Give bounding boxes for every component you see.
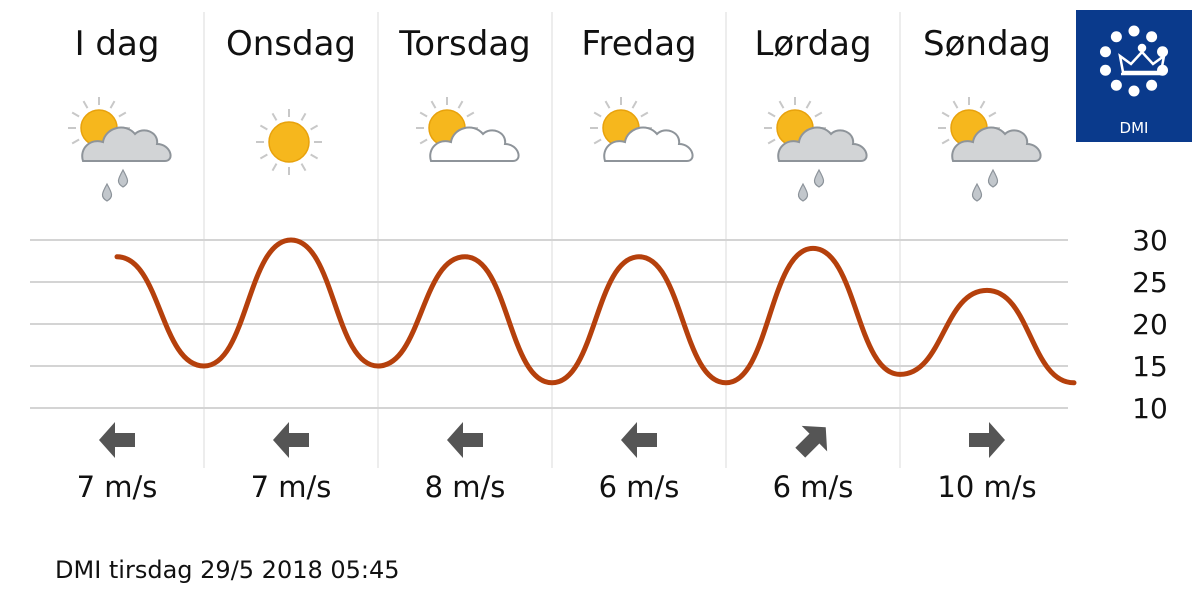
day-label: Søndag bbox=[923, 24, 1051, 64]
wind-speed-label: 7 m/s bbox=[77, 470, 158, 504]
logo-dot bbox=[1099, 64, 1111, 76]
wind-arrow-west-icon bbox=[99, 422, 135, 458]
day-label: Onsdag bbox=[226, 24, 356, 64]
day-label: Fredag bbox=[581, 24, 696, 64]
sun-weather-icon bbox=[256, 109, 322, 175]
wind-speed-label: 6 m/s bbox=[599, 470, 680, 504]
sun-cloud-weather-icon bbox=[416, 97, 520, 162]
y-tick-label: 10 bbox=[1132, 392, 1168, 425]
y-tick-label: 15 bbox=[1132, 350, 1168, 383]
wind-arrow-west-icon bbox=[447, 422, 483, 458]
wind-speed-label: 7 m/s bbox=[251, 470, 332, 504]
wind-speed-label: 6 m/s bbox=[773, 470, 854, 504]
logo-dot bbox=[1146, 79, 1158, 91]
logo-dot bbox=[1110, 31, 1122, 43]
wind-speed-label: 10 m/s bbox=[937, 470, 1036, 504]
logo-dot bbox=[1146, 31, 1158, 43]
sun-cloud-rain-weather-icon bbox=[764, 97, 868, 202]
wind-arrow-west-icon bbox=[621, 422, 657, 458]
sun-cloud-weather-icon bbox=[590, 97, 694, 162]
logo-dot bbox=[1099, 46, 1111, 58]
wind-arrow-east-icon bbox=[969, 422, 1005, 458]
logo-dot bbox=[1128, 85, 1140, 97]
crown-icon bbox=[1118, 43, 1166, 76]
logo-text: DMI bbox=[1120, 119, 1149, 137]
wind-arrow-west-icon bbox=[273, 422, 309, 458]
sun-cloud-rain-weather-icon bbox=[938, 97, 1042, 202]
day-label: Torsdag bbox=[398, 24, 530, 64]
wind-arrow-northeast-icon bbox=[795, 425, 828, 458]
temperature-line bbox=[114, 237, 1077, 386]
y-tick-label: 20 bbox=[1132, 308, 1168, 341]
y-tick-label: 25 bbox=[1132, 266, 1168, 299]
logo-dot bbox=[1128, 25, 1140, 37]
wind-speed-label: 8 m/s bbox=[425, 470, 506, 504]
footer-timestamp: DMI tirsdag 29/5 2018 05:45 bbox=[55, 556, 400, 584]
sun-cloud-rain-weather-icon bbox=[68, 97, 172, 202]
day-label: I dag bbox=[75, 24, 160, 64]
y-tick-label: 30 bbox=[1132, 224, 1168, 257]
logo-dot bbox=[1110, 79, 1122, 91]
day-label: Lørdag bbox=[754, 24, 871, 64]
dmi-logo: DMI bbox=[1076, 10, 1192, 142]
